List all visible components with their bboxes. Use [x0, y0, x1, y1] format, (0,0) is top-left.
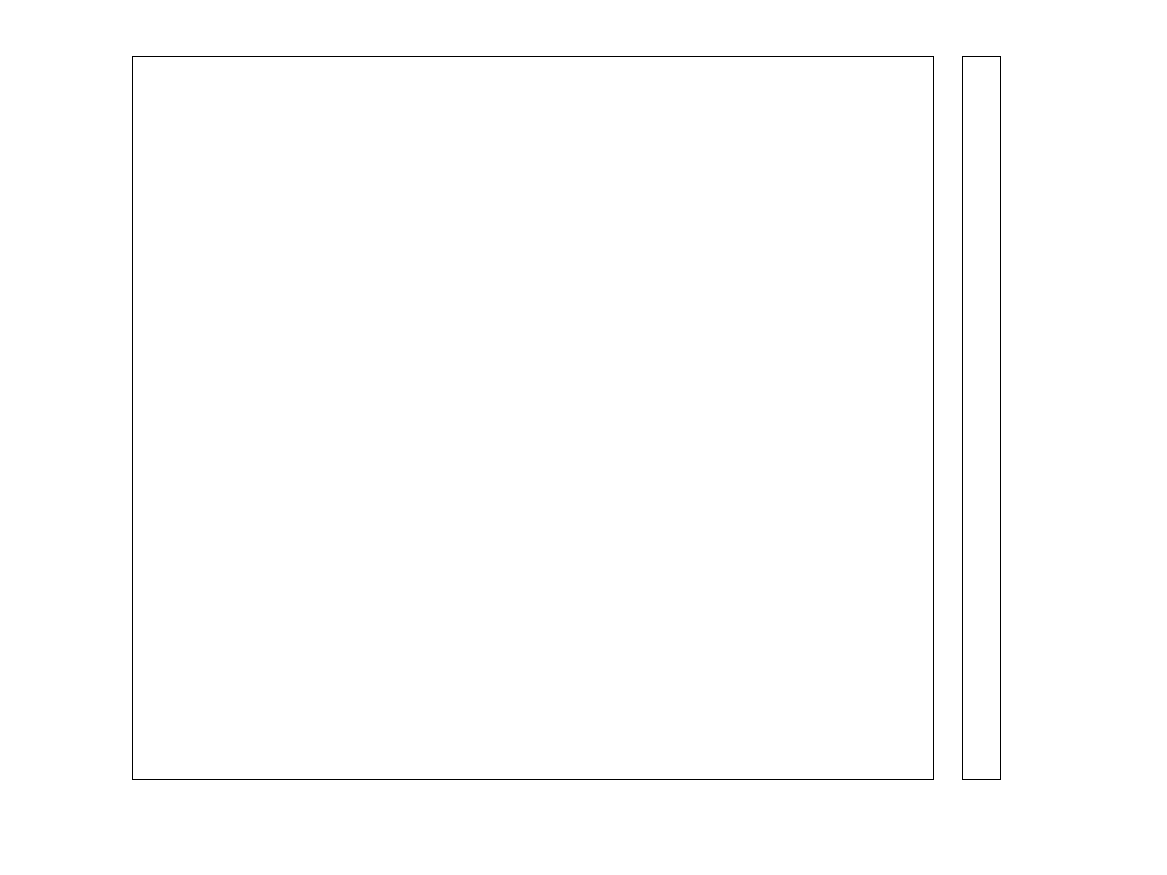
spectrogram-plot — [132, 56, 934, 780]
colorbar — [962, 56, 1001, 780]
colorbar-canvas — [963, 57, 1000, 779]
spectrogram-canvas — [133, 57, 933, 779]
